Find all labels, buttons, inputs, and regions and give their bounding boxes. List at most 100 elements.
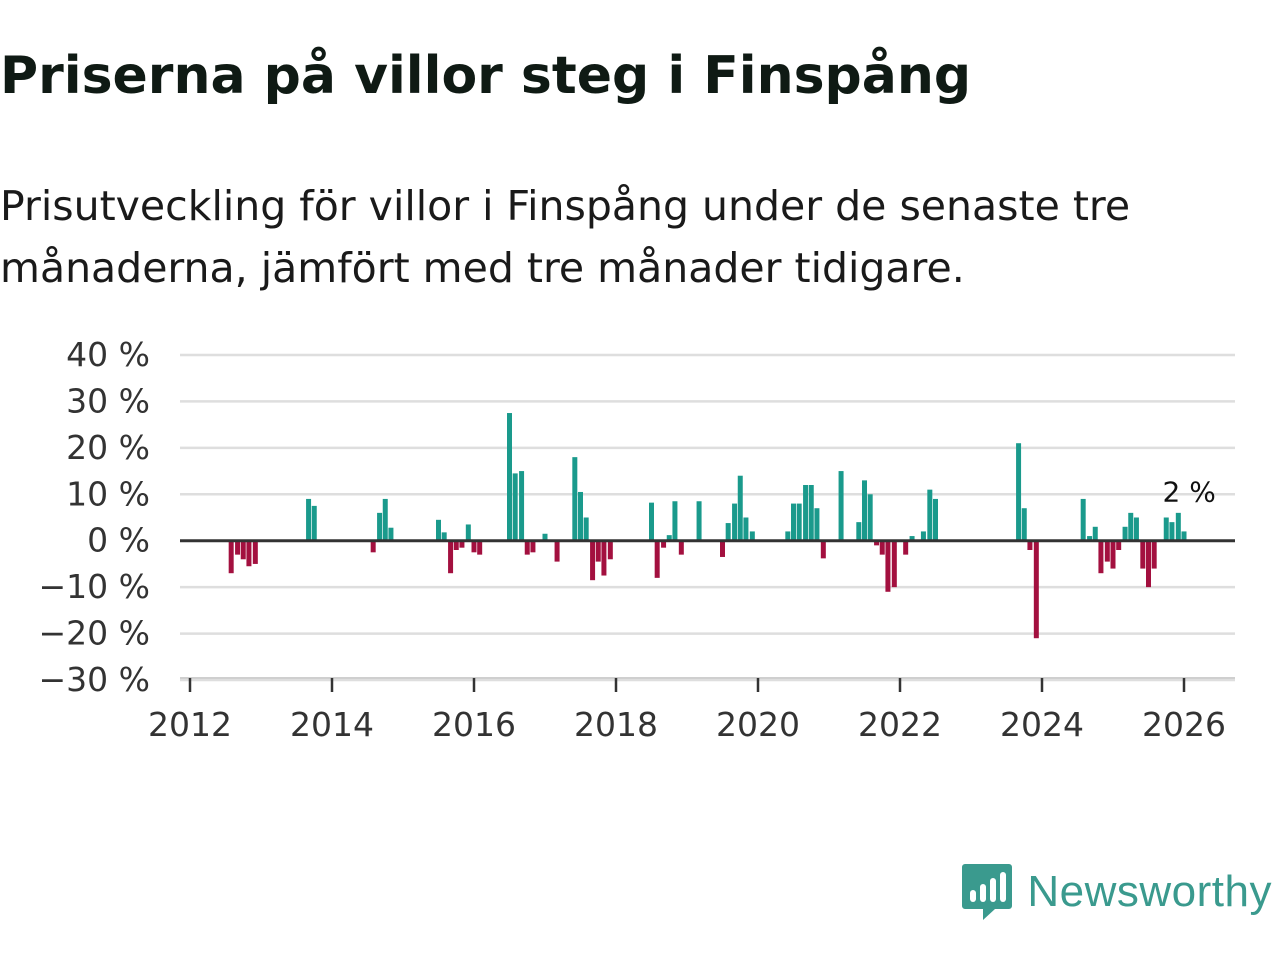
bar-negative [891, 540, 897, 588]
bar-positive [1087, 536, 1093, 541]
bar-negative [661, 540, 667, 548]
bar-negative [590, 540, 596, 581]
bar-positive [507, 413, 512, 541]
bar-negative [1098, 540, 1104, 574]
y-tick-label: 20 % [66, 428, 150, 467]
bar-positive [1181, 531, 1187, 541]
bar-positive [796, 503, 802, 541]
bar-negative [874, 540, 880, 546]
y-tick-label: −10 % [39, 567, 151, 606]
newsworthy-logo-icon [962, 864, 1013, 920]
bar-positive [311, 505, 317, 541]
bar-positive [933, 498, 938, 541]
x-axis-ticks [188, 678, 1186, 692]
x-tick-label: 2020 [716, 705, 800, 744]
bar-positive [867, 494, 873, 541]
bar-positive [1122, 526, 1128, 541]
bar-negative [1116, 540, 1122, 550]
bar-positive [465, 524, 471, 541]
bar-positive [862, 480, 867, 541]
bar-positive [1016, 443, 1022, 541]
bar-positive [649, 502, 654, 541]
bar-positive [436, 519, 441, 541]
bar-positive [1175, 512, 1181, 541]
bar-negative [1140, 540, 1146, 569]
bar-positive [572, 457, 578, 541]
bar-negative [820, 540, 826, 559]
bar-positive [583, 517, 589, 541]
bar-positive [672, 501, 678, 541]
bar-negative [1110, 540, 1116, 569]
bar-positive [927, 489, 933, 541]
bar-negative [471, 540, 477, 553]
bar-negative [228, 540, 234, 574]
bar-positive [838, 471, 844, 541]
bar-positive [666, 535, 672, 541]
bar-positive [1163, 517, 1169, 541]
bar-positive [814, 508, 820, 541]
bar-negative [1027, 540, 1033, 550]
bar-positive [382, 498, 388, 541]
bar-negative [370, 540, 376, 553]
bar-negative [1033, 540, 1039, 639]
bar-positive [1169, 522, 1175, 541]
brand-logo: Newsworthy [961, 862, 1272, 922]
bar-positive [920, 531, 926, 541]
bar-negative [654, 540, 660, 578]
x-tick-label: 2016 [432, 705, 516, 744]
bar-negative [524, 540, 530, 555]
bar-negative [1151, 540, 1157, 569]
latest-value-annotation: 2 % [1162, 475, 1215, 508]
bar-negative [246, 540, 252, 567]
bar-positive [785, 531, 791, 541]
bar-negative [252, 540, 258, 564]
grid-lines [180, 353, 1235, 682]
chart-subtitle: Prisutveckling för villor i Finspång und… [0, 182, 1131, 292]
bar-positive [909, 536, 915, 541]
y-tick-label: 10 % [66, 474, 150, 513]
bar-positive [732, 503, 738, 541]
bar-positive [578, 491, 583, 541]
y-tick-label: −20 % [39, 614, 151, 653]
bar-chart: −30 %−20 %−10 %0 %10 %20 %30 %40 % 2012 2… [39, 335, 1235, 744]
bar-negative [554, 540, 560, 562]
x-tick-label: 2022 [858, 705, 942, 744]
bar-negative [678, 540, 684, 555]
bar-positive [1021, 508, 1027, 541]
bar-positive [803, 485, 809, 541]
y-tick-label: 0 % [87, 521, 150, 560]
bar-negative [601, 540, 607, 576]
bar-negative [1104, 540, 1110, 562]
y-axis-labels: −30 % −20 % −10 % 0 % 10 % 20 % 30 % 40 % [39, 335, 151, 699]
bar-positive [808, 485, 814, 541]
bar-positive [519, 471, 525, 541]
bar-negative [530, 540, 536, 553]
bar-positive [512, 473, 518, 541]
bar-positive [1092, 526, 1098, 541]
bar-positive [1080, 498, 1086, 541]
bar-positive [743, 517, 749, 541]
bar-positive [388, 527, 394, 541]
bar-negative [477, 540, 483, 555]
bar-negative [607, 540, 613, 560]
bar-positive [441, 532, 447, 541]
bar-negative [1146, 540, 1151, 588]
x-tick-label: 2014 [290, 705, 374, 744]
bar-positive [377, 512, 383, 541]
brand-name: Newsworthy [1027, 867, 1272, 916]
bar-negative [885, 540, 891, 592]
bar-positive [856, 522, 862, 541]
bar-negative [448, 540, 454, 574]
bars [228, 413, 1187, 639]
bar-positive [696, 501, 702, 541]
bar-positive [749, 531, 755, 541]
bar-negative [459, 540, 465, 548]
bar-negative [720, 540, 725, 557]
bar-positive [306, 498, 312, 541]
x-axis-labels: 2012 2014 2016 2018 2020 2022 2024 2026 [148, 705, 1226, 744]
x-tick-label: 2026 [1142, 705, 1226, 744]
x-tick-label: 2018 [574, 705, 658, 744]
bar-negative [453, 540, 459, 550]
bar-positive [1128, 512, 1134, 541]
x-tick-label: 2012 [148, 705, 232, 744]
